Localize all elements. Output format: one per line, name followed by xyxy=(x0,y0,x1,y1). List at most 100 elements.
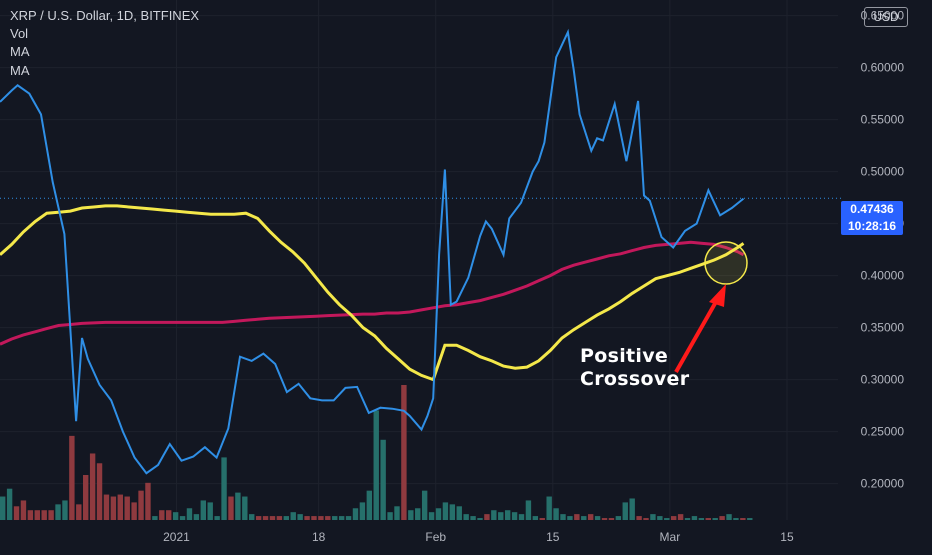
volume-bar-97 xyxy=(670,516,677,520)
volume-bar-77 xyxy=(532,516,539,520)
volume-bar-38 xyxy=(262,516,269,520)
volume-bar-43 xyxy=(297,514,303,520)
volume-bar-11 xyxy=(76,504,82,520)
volume-bar-50 xyxy=(345,516,352,520)
volume-bar-104 xyxy=(719,516,725,520)
volume-bar-36 xyxy=(249,514,255,520)
x-tick-label-0: 2021 xyxy=(163,530,190,544)
volume-bar-70 xyxy=(484,514,490,520)
volume-bar-44 xyxy=(304,516,310,520)
x-tick-label-1: 18 xyxy=(312,530,326,544)
volume-bar-62 xyxy=(428,512,435,520)
crossover-highlight xyxy=(704,241,748,285)
y-tick-label-3: 0.50000 xyxy=(861,165,905,179)
volume-bar-10 xyxy=(69,435,75,520)
volume-bar-2 xyxy=(13,506,20,520)
price-axis: 0.650000.600000.550000.500000.450000.400… xyxy=(861,9,905,491)
volume-bar-75 xyxy=(518,514,525,520)
last-price-tag: 0.47436 10:28:16 xyxy=(841,201,903,235)
volume-bar-9 xyxy=(62,500,68,520)
volume-bar-107 xyxy=(740,518,746,520)
volume-bar-58 xyxy=(401,385,407,520)
volume-bar-23 xyxy=(159,510,165,520)
volume-bar-60 xyxy=(415,508,421,520)
volume-bar-51 xyxy=(352,508,359,520)
last-price-value: 0.47436 xyxy=(850,202,894,216)
x-tick-label-3: 15 xyxy=(546,530,560,544)
volume-bar-37 xyxy=(255,516,262,520)
volume-bar-39 xyxy=(269,516,276,520)
volume-bar-92 xyxy=(636,516,642,520)
volume-bar-42 xyxy=(290,512,296,520)
price-line xyxy=(0,28,745,475)
volume-bar-28 xyxy=(193,514,200,520)
volume-bar-0 xyxy=(0,496,6,520)
volume-bar-32 xyxy=(221,457,227,520)
volume-bar-18 xyxy=(124,496,130,520)
volume-bar-13 xyxy=(89,453,96,520)
y-tick-label-5: 0.40000 xyxy=(861,269,905,283)
volume-bar-20 xyxy=(138,490,144,520)
volume-bar-26 xyxy=(179,516,186,520)
volume-bar-102 xyxy=(705,518,711,520)
volume-bar-81 xyxy=(560,514,566,520)
volume-bar-35 xyxy=(242,496,248,520)
volume-bar-52 xyxy=(359,502,366,520)
volume-bar-8 xyxy=(55,504,61,520)
volume-bar-12 xyxy=(83,475,89,520)
volume-bar-103 xyxy=(712,518,718,520)
volume-bar-91 xyxy=(629,498,635,520)
volume-bar-16 xyxy=(110,496,117,520)
legend-vol[interactable]: Vol xyxy=(10,26,29,41)
volume-bar-3 xyxy=(20,500,27,520)
volume-bar-65 xyxy=(449,504,456,520)
volume-bar-54 xyxy=(373,410,379,520)
volume-bar-6 xyxy=(41,510,47,520)
volume-bar-73 xyxy=(504,510,511,520)
volume-bar-106 xyxy=(733,518,739,520)
volume-bar-96 xyxy=(664,518,670,520)
volume-bar-17 xyxy=(117,494,123,520)
volume-bar-74 xyxy=(511,512,518,520)
legend-ma-2[interactable]: MA xyxy=(10,63,30,78)
legend-ma-1[interactable]: MA xyxy=(10,44,30,59)
volume-bar-15 xyxy=(103,494,110,520)
volume-bar-76 xyxy=(525,500,532,520)
volume-bar-19 xyxy=(131,502,137,520)
volume-bar-93 xyxy=(643,518,649,520)
volume-bar-5 xyxy=(34,510,40,520)
volume-bar-69 xyxy=(477,518,483,520)
annotation-line-2: Crossover xyxy=(580,368,690,390)
chart-title: XRP / U.S. Dollar, 1D, BITFINEX xyxy=(10,8,200,23)
ma-slow-line xyxy=(0,240,745,346)
volume-bar-72 xyxy=(498,512,504,520)
volume-bar-88 xyxy=(608,518,615,520)
volume-bar-83 xyxy=(574,514,580,520)
volume-bar-80 xyxy=(553,508,559,520)
volume-bar-24 xyxy=(166,510,172,520)
volume-bar-40 xyxy=(276,516,283,520)
y-tick-label-1: 0.60000 xyxy=(861,61,905,75)
volume-bar-14 xyxy=(96,463,103,520)
volume-bar-82 xyxy=(567,516,573,520)
volume-bar-29 xyxy=(200,500,207,520)
volume-bar-64 xyxy=(442,502,449,520)
volume-bar-45 xyxy=(311,516,317,520)
y-tick-label-2: 0.55000 xyxy=(861,113,905,127)
volume-bar-21 xyxy=(145,482,151,520)
currency-button[interactable]: USD xyxy=(864,7,908,27)
volume-bar-84 xyxy=(581,516,587,520)
volume-bar-46 xyxy=(318,516,324,520)
y-tick-label-6: 0.35000 xyxy=(861,321,905,335)
volume-bar-63 xyxy=(435,508,442,520)
y-tick-label-7: 0.30000 xyxy=(861,373,905,387)
volume-bar-1 xyxy=(6,488,13,520)
volume-bar-22 xyxy=(152,516,158,520)
annotation-line-1: Positive xyxy=(580,345,669,367)
volume-bar-57 xyxy=(394,506,400,520)
volume-bar-56 xyxy=(387,512,393,520)
time-axis: 2021 18 Feb 15 Mar 15 xyxy=(163,530,794,544)
